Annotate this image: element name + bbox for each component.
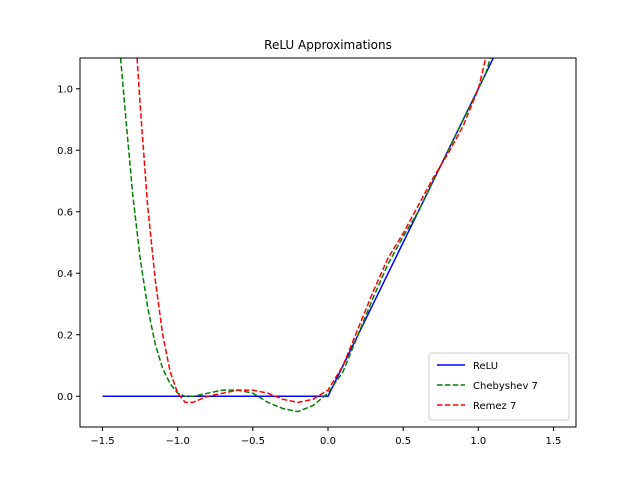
x-tick-label: −1.0 [166, 436, 190, 447]
y-tick-label: 0.6 [57, 207, 73, 218]
x-tick-label: 1.5 [546, 436, 562, 447]
y-tick-label: 0.4 [57, 269, 73, 280]
series-layer [102, 58, 494, 413]
x-tick-label: 0.5 [395, 436, 411, 447]
x-axis: −1.5 −1.0 −0.5 0.0 0.5 1.0 1.5 [90, 427, 561, 447]
x-tick-label: −0.5 [241, 436, 265, 447]
chart-title: ReLU Approximations [264, 38, 392, 52]
y-tick-label: 0.0 [57, 392, 73, 403]
x-tick-label: 1.0 [470, 436, 486, 447]
y-axis: 0.0 0.2 0.4 0.6 0.8 1.0 [57, 84, 80, 403]
x-tick-label: −1.5 [90, 436, 114, 447]
y-tick-label: 0.2 [57, 330, 73, 341]
legend-box [428, 352, 570, 421]
legend-label: Remez 7 [473, 401, 516, 412]
y-tick-label: 1.0 [57, 84, 73, 95]
legend: ReLU Chebyshev 7 Remez 7 [428, 352, 570, 421]
y-tick-label: 0.8 [57, 146, 73, 157]
x-tick-label: 0.0 [320, 436, 336, 447]
legend-label: Chebyshev 7 [473, 381, 538, 392]
legend-label: ReLU [473, 361, 498, 372]
series-line-2 [119, 58, 492, 413]
series-line-3 [136, 58, 487, 404]
